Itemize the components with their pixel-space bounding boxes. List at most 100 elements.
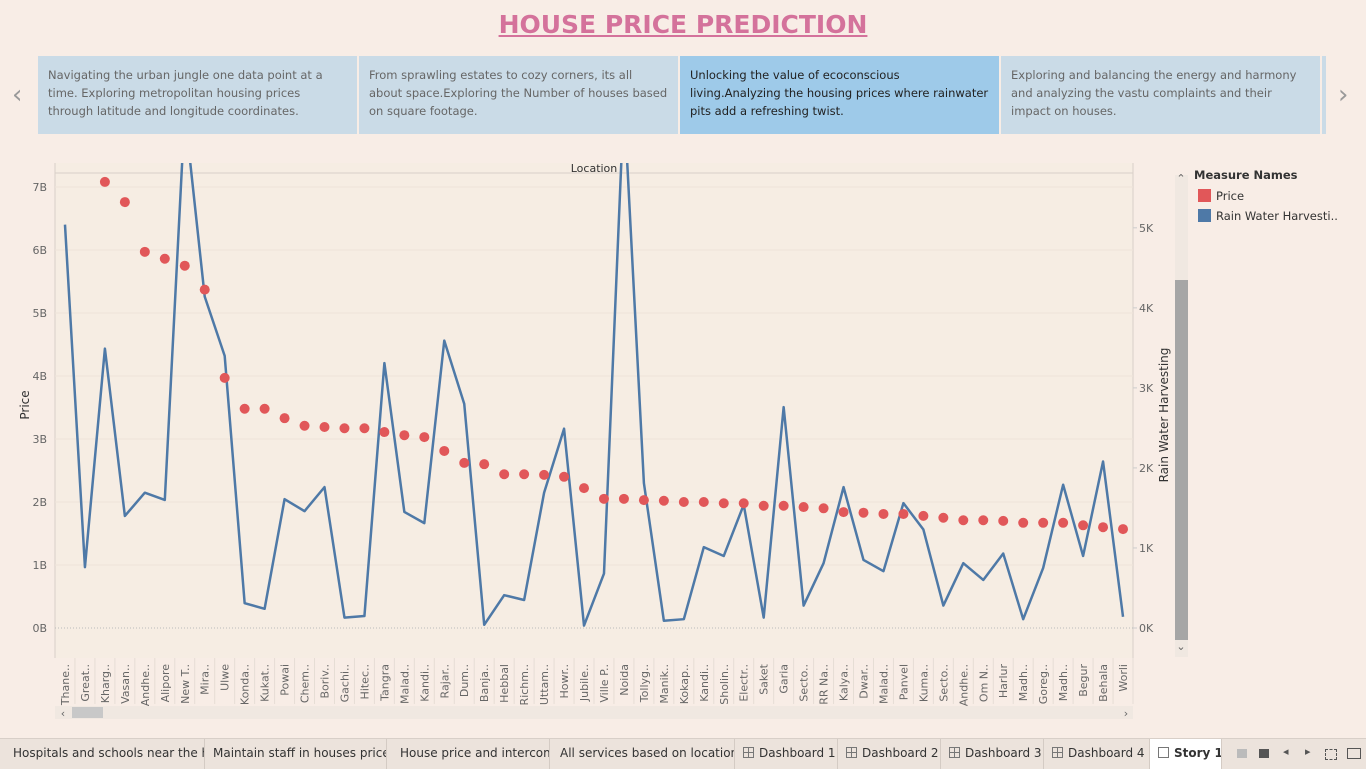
y-tick-label: 3B: [32, 433, 47, 446]
story-point[interactable]: From sprawling estates to cozy corners, …: [359, 56, 678, 134]
x-tick-label: Kalya..: [838, 664, 851, 701]
scroll-left[interactable]: ‹: [61, 707, 65, 720]
price-dot: [678, 496, 689, 507]
scroll-down[interactable]: ⌄: [1176, 640, 1185, 653]
price-dot: [259, 403, 270, 414]
toolbar-icon[interactable]: ▸: [1305, 745, 1311, 758]
price-dot: [99, 176, 110, 187]
price-dot: [219, 372, 230, 383]
prev-arrow[interactable]: ‹: [12, 80, 23, 110]
x-tick-label: Ville P..: [598, 664, 611, 703]
x-tick-label: Manik..: [658, 664, 671, 704]
price-dot: [1098, 522, 1109, 533]
y2-tick-label: 2K: [1139, 462, 1154, 475]
story-point-edge: [1322, 56, 1326, 134]
sheet-tab[interactable]: House price and intercom: [387, 739, 550, 769]
x-tick-label: Dwar..: [858, 664, 871, 699]
scroll-right[interactable]: ›: [1124, 707, 1128, 720]
dashboard-tab[interactable]: Dashboard 3: [941, 739, 1044, 769]
x-tick-label: RR Na..: [818, 664, 831, 705]
h-scrollbar-thumb[interactable]: [72, 707, 103, 718]
price-dot: [898, 508, 909, 519]
legend-label: Rain Water Harvesti..: [1216, 209, 1338, 223]
x-tick-label: Jubile..: [578, 664, 591, 702]
price-dot: [159, 253, 170, 264]
x-tick-label: Banja..: [478, 664, 491, 702]
x-tick-label: Andhe..: [139, 664, 152, 706]
price-dot: [439, 445, 450, 456]
price-dot: [978, 515, 989, 526]
price-dot: [499, 469, 510, 480]
x-tick-label: Madh..: [1057, 664, 1070, 701]
legend-title: Measure Names: [1194, 168, 1298, 182]
sheet-tab[interactable]: All services based on location: [550, 739, 735, 769]
next-arrow[interactable]: ›: [1338, 80, 1349, 110]
y-tick-label: 1B: [32, 559, 47, 572]
story-point[interactable]: Exploring and balancing the energy and h…: [1001, 56, 1320, 134]
tab-label: Dashboard 3: [965, 746, 1042, 760]
tab-label: Story 1: [1174, 746, 1222, 760]
x-tick-label: Panvel: [897, 664, 910, 700]
tab-label: Dashboard 2: [862, 746, 939, 760]
toolbar-icon[interactable]: [1237, 749, 1247, 758]
y-tick-label: 0B: [32, 622, 47, 635]
price-dot: [718, 498, 729, 509]
price-dot: [1078, 520, 1089, 531]
x-tick-label: Goreg..: [1037, 664, 1050, 704]
toolbar-icon[interactable]: [1259, 749, 1269, 758]
x-tick-label: Kokap..: [678, 664, 691, 704]
price-dot: [579, 483, 590, 494]
x-tick-label: Chem..: [299, 664, 312, 703]
price-dot: [539, 469, 550, 480]
x-tick-label: Hebbal: [498, 664, 511, 703]
scrollbar-thumb[interactable]: [1175, 280, 1188, 640]
sheet-tab[interactable]: Maintain staff in houses prices: [205, 739, 387, 769]
toolbar-icon[interactable]: [1325, 749, 1337, 760]
story-tab[interactable]: Story 1: [1150, 739, 1222, 769]
x-tick-label: Kuma..: [917, 664, 930, 702]
story-point[interactable]: Unlocking the value of ecoconscious livi…: [680, 56, 999, 134]
price-dot: [119, 197, 130, 208]
price-dot: [379, 427, 390, 438]
x-tick-label: Dum..: [458, 664, 471, 697]
tab-bar: Hospitals and schools near the h... Main…: [0, 738, 1366, 769]
x-tick-label: Harlur: [997, 664, 1010, 699]
price-dot: [598, 493, 609, 504]
toolbar-icon[interactable]: [1347, 748, 1361, 759]
y-tick-label: 4B: [32, 370, 47, 383]
price-dot: [1058, 517, 1069, 528]
price-dot: [838, 507, 849, 518]
dashboard-tab[interactable]: Dashboard 1: [735, 739, 838, 769]
x-tick-label: Behala: [1097, 664, 1110, 702]
y-tick-label: 7B: [32, 181, 47, 194]
x-tick-label: Worli: [1117, 664, 1130, 692]
sheet-tab[interactable]: Hospitals and schools near the h...: [5, 739, 205, 769]
price-dot: [1118, 524, 1129, 535]
x-tick-label: Vasan..: [119, 664, 132, 704]
price-dot: [798, 502, 809, 513]
price-dot: [419, 432, 430, 443]
x-tick-label: Alipore: [159, 664, 172, 703]
dashboard-tab[interactable]: Dashboard 4: [1044, 739, 1150, 769]
price-dot: [399, 430, 410, 441]
tab-label: Dashboard 1: [759, 746, 836, 760]
x-tick-label: Madh..: [1017, 664, 1030, 701]
price-dot: [479, 459, 490, 470]
line-series: [63, 163, 1125, 627]
price-dot: [519, 469, 530, 480]
x-tick-label: Andhe..: [957, 664, 970, 706]
y2-tick-label: 0K: [1139, 622, 1154, 635]
x-tick-label: Mira..: [199, 664, 212, 695]
story-point[interactable]: Navigating the urban jungle one data poi…: [38, 56, 357, 134]
x-tick-label: Konda..: [239, 664, 252, 705]
toolbar-icon[interactable]: ◂: [1283, 745, 1289, 758]
dashboard-tab[interactable]: Dashboard 2: [838, 739, 941, 769]
x-tick-label: Garia: [778, 664, 791, 694]
x-tick-label: Ulwe: [219, 664, 232, 691]
scroll-up[interactable]: ⌃: [1176, 172, 1185, 185]
price-dot: [638, 495, 649, 506]
x-tick-label: Saket: [758, 663, 771, 694]
y2-tick-label: 3K: [1139, 382, 1154, 395]
x-tick-label: Sholin..: [718, 664, 731, 705]
price-dot: [918, 510, 929, 521]
